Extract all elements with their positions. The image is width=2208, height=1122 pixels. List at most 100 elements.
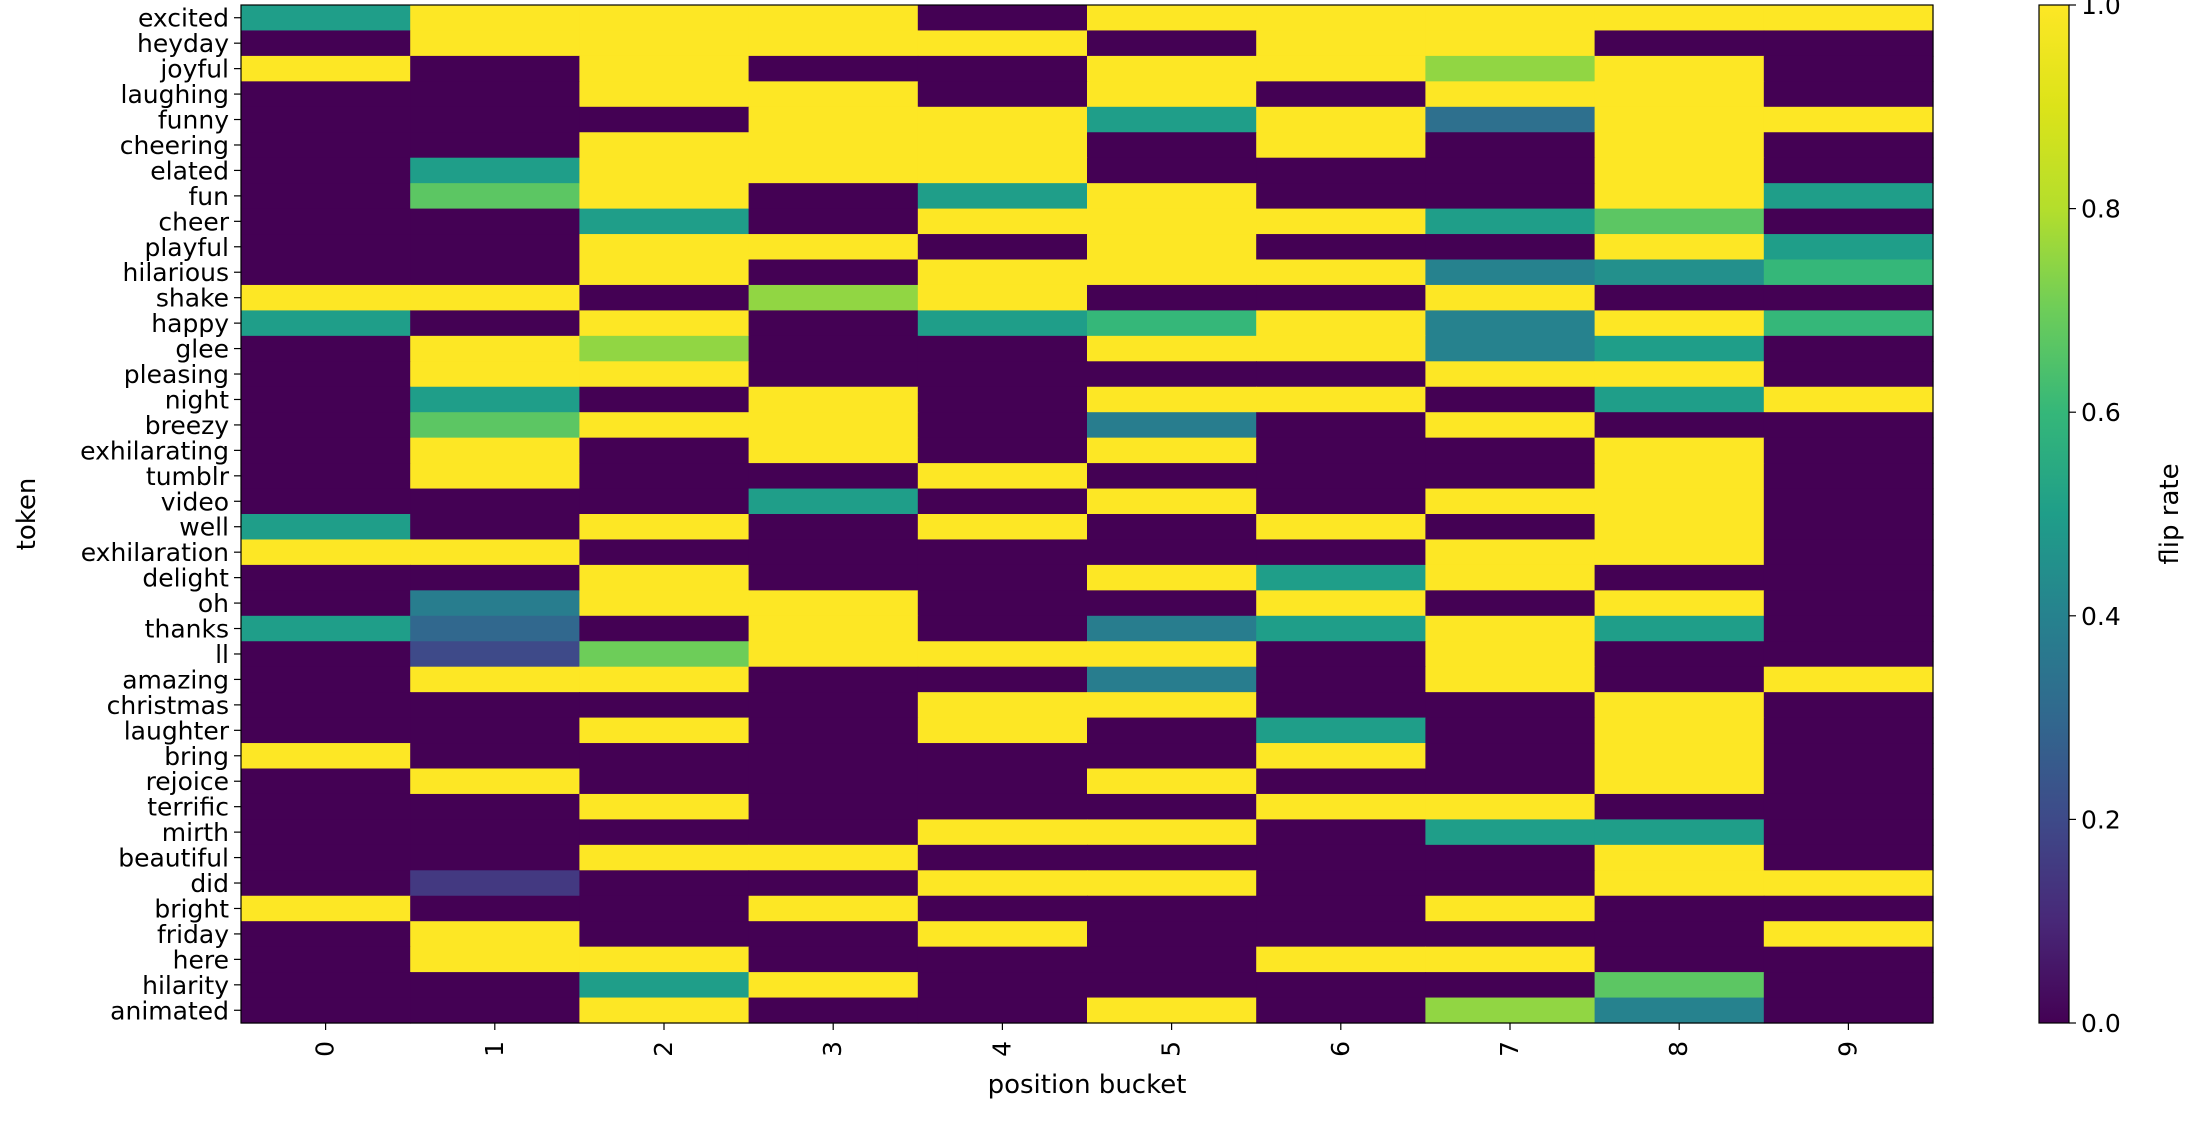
heatmap-cell-terrific-3 bbox=[748, 793, 919, 820]
heatmap-cell-delight-3 bbox=[748, 564, 919, 591]
heatmap-cell-exhilarating-0 bbox=[241, 437, 411, 464]
heatmap-cell-cheering-2 bbox=[579, 132, 750, 159]
y-tick-label: tumblr bbox=[146, 462, 230, 491]
heatmap-cell-elated-5 bbox=[1087, 157, 1257, 184]
heatmap-cell-amazing-3 bbox=[748, 666, 919, 693]
colorbar-tick-label: 1.0 bbox=[2081, 0, 2121, 20]
x-tick-label: 6 bbox=[1326, 1041, 1355, 1057]
heatmap-cell-ll-1 bbox=[410, 641, 580, 668]
heatmap-cell-here-9 bbox=[1763, 946, 1934, 973]
heatmap-cell-oh-5 bbox=[1087, 590, 1257, 617]
heatmap-cell-elated-9 bbox=[1763, 157, 1934, 184]
heatmap-cell-heyday-9 bbox=[1763, 30, 1934, 57]
heatmap-cell-pleasing-8 bbox=[1594, 361, 1765, 388]
heatmap-cell-mirth-1 bbox=[410, 819, 580, 846]
heatmap-cell-joyful-3 bbox=[748, 55, 919, 82]
heatmap-cell-rejoice-8 bbox=[1594, 768, 1765, 795]
heatmap-cell-hilarious-6 bbox=[1256, 259, 1426, 286]
heatmap-cell-laughter-6 bbox=[1256, 717, 1426, 744]
heatmap-cell-joyful-5 bbox=[1087, 55, 1257, 82]
heatmap-cell-oh-0 bbox=[241, 590, 411, 617]
heatmap-cell-shake-9 bbox=[1763, 284, 1934, 311]
heatmap-cell-oh-2 bbox=[579, 590, 750, 617]
y-tick-label: delight bbox=[142, 564, 229, 593]
heatmap-cell-laughter-1 bbox=[410, 717, 580, 744]
heatmap-cell-exhilarating-7 bbox=[1425, 437, 1596, 464]
heatmap-cell-shake-3 bbox=[748, 284, 919, 311]
heatmap-cell-laughing-5 bbox=[1087, 81, 1257, 108]
heatmap-cell-cheering-1 bbox=[410, 132, 580, 159]
x-tick-label: 9 bbox=[1833, 1041, 1862, 1057]
heatmap-cell-glee-4 bbox=[917, 335, 1088, 362]
heatmap-cell-exhilaration-9 bbox=[1763, 539, 1934, 566]
heatmap-cell-playful-5 bbox=[1087, 234, 1257, 261]
heatmap-cell-shake-1 bbox=[410, 284, 580, 311]
heatmap-cell-friday-1 bbox=[410, 921, 580, 948]
heatmap-cell-joyful-2 bbox=[579, 55, 750, 82]
y-tick-label: friday bbox=[157, 920, 229, 949]
heatmap-cell-well-9 bbox=[1763, 514, 1934, 541]
heatmap-cell-night-4 bbox=[917, 386, 1088, 413]
y-tick-label: night bbox=[165, 385, 230, 414]
heatmap-cell-fun-2 bbox=[579, 183, 750, 210]
heatmap-cell-animated-3 bbox=[748, 997, 919, 1024]
y-tick-label: thanks bbox=[145, 615, 229, 644]
heatmap-cell-happy-2 bbox=[579, 310, 750, 337]
heatmap-cell-happy-0 bbox=[241, 310, 411, 337]
heatmap-cell-well-2 bbox=[579, 514, 750, 541]
heatmap-cell-video-9 bbox=[1763, 488, 1934, 515]
heatmap-cell-elated-8 bbox=[1594, 157, 1765, 184]
heatmap-cell-bright-4 bbox=[917, 895, 1088, 922]
heatmap-cell-beautiful-9 bbox=[1763, 844, 1934, 871]
heatmap-cell-bring-2 bbox=[579, 743, 750, 770]
heatmap-cell-exhilarating-4 bbox=[917, 437, 1088, 464]
heatmap-cell-here-8 bbox=[1594, 946, 1765, 973]
heatmap-cell-beautiful-5 bbox=[1087, 844, 1257, 871]
y-tick-label: mirth bbox=[162, 818, 229, 847]
heatmap-cell-hilarious-8 bbox=[1594, 259, 1765, 286]
heatmap-cell-happy-1 bbox=[410, 310, 580, 337]
heatmap-cell-funny-7 bbox=[1425, 106, 1596, 133]
heatmap-cell-pleasing-0 bbox=[241, 361, 411, 388]
heatmap-cell-delight-6 bbox=[1256, 564, 1426, 591]
y-tick-label: cheer bbox=[158, 207, 229, 236]
heatmap-cell-exhilaration-5 bbox=[1087, 539, 1257, 566]
heatmap-cell-animated-1 bbox=[410, 997, 580, 1024]
heatmap-cell-laughter-2 bbox=[579, 717, 750, 744]
heatmap-cell-heyday-1 bbox=[410, 30, 580, 57]
heatmap-cell-tumblr-0 bbox=[241, 463, 411, 490]
heatmap-cell-friday-0 bbox=[241, 921, 411, 948]
heatmap-cell-hilarity-4 bbox=[917, 972, 1088, 999]
heatmap-cell-shake-0 bbox=[241, 284, 411, 311]
heatmap-cell-joyful-8 bbox=[1594, 55, 1765, 82]
heatmap-cell-delight-1 bbox=[410, 564, 580, 591]
heatmap-cell-night-5 bbox=[1087, 386, 1257, 413]
heatmap-cell-tumblr-1 bbox=[410, 463, 580, 490]
heatmap-cell-rejoice-6 bbox=[1256, 768, 1426, 795]
heatmap-cell-beautiful-7 bbox=[1425, 844, 1596, 871]
heatmap-cell-terrific-5 bbox=[1087, 793, 1257, 820]
heatmap-cell-hilarious-9 bbox=[1763, 259, 1934, 286]
heatmap-cell-tumblr-2 bbox=[579, 463, 750, 490]
y-axis-ticks: excitedheydayjoyfullaughingfunnycheering… bbox=[80, 4, 241, 1025]
heatmap-cell-delight-8 bbox=[1594, 564, 1765, 591]
colorbar-label: flip rate bbox=[2155, 463, 2185, 564]
heatmap-cell-funny-6 bbox=[1256, 106, 1426, 133]
x-tick-label: 4 bbox=[987, 1041, 1016, 1057]
y-tick-label: video bbox=[161, 487, 229, 516]
heatmap-cell-beautiful-8 bbox=[1594, 844, 1765, 871]
x-axis-ticks: 0 1 2 3 4 5 6 7 8 9 bbox=[311, 1023, 1862, 1057]
heatmap-cells bbox=[241, 5, 1934, 1024]
heatmap-cell-laughing-9 bbox=[1763, 81, 1934, 108]
heatmap-cell-terrific-4 bbox=[917, 793, 1088, 820]
heatmap-cell-hilarity-9 bbox=[1763, 972, 1934, 999]
heatmap-cell-cheering-4 bbox=[917, 132, 1088, 159]
heatmap-cell-cheering-6 bbox=[1256, 132, 1426, 159]
heatmap-cell-bright-8 bbox=[1594, 895, 1765, 922]
heatmap-cell-breezy-3 bbox=[748, 412, 919, 439]
x-axis-label: position bucket bbox=[988, 1070, 1187, 1100]
y-tick-label: elated bbox=[150, 156, 229, 185]
heatmap-cell-here-0 bbox=[241, 946, 411, 973]
y-tick-label: beautiful bbox=[118, 844, 229, 873]
